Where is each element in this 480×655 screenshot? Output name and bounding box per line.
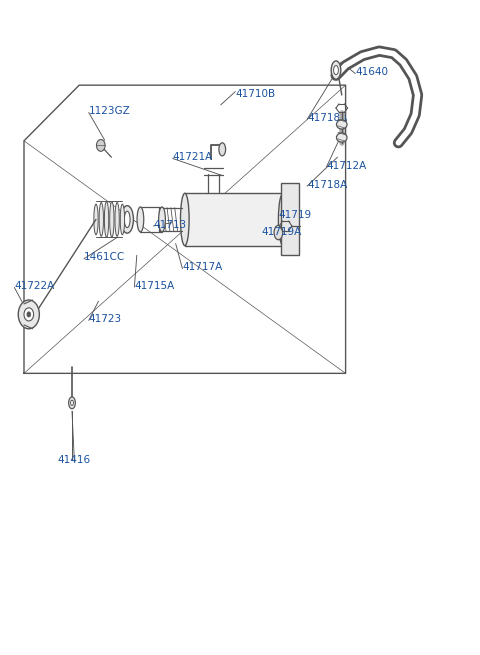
- Text: 41416: 41416: [58, 455, 91, 466]
- Circle shape: [27, 312, 31, 317]
- Text: 41710B: 41710B: [235, 88, 276, 99]
- Ellipse shape: [219, 143, 226, 156]
- Text: 41715A: 41715A: [134, 280, 175, 291]
- Text: 41723: 41723: [89, 314, 122, 324]
- Circle shape: [24, 308, 34, 321]
- Text: 41719: 41719: [278, 210, 312, 220]
- Ellipse shape: [124, 211, 130, 227]
- Ellipse shape: [121, 206, 133, 233]
- Ellipse shape: [336, 133, 347, 142]
- Ellipse shape: [69, 397, 75, 409]
- Ellipse shape: [278, 193, 288, 246]
- Ellipse shape: [109, 202, 114, 237]
- Text: 41640: 41640: [355, 67, 388, 77]
- Text: 1461CC: 1461CC: [84, 252, 125, 263]
- Ellipse shape: [331, 61, 341, 79]
- Circle shape: [96, 140, 105, 151]
- Ellipse shape: [180, 193, 189, 246]
- Text: 1123GZ: 1123GZ: [89, 106, 131, 117]
- Ellipse shape: [334, 66, 338, 75]
- Ellipse shape: [336, 120, 347, 129]
- Ellipse shape: [94, 204, 98, 234]
- Text: 41712A: 41712A: [326, 160, 367, 171]
- Text: 41713: 41713: [154, 219, 187, 230]
- Ellipse shape: [158, 207, 165, 232]
- Circle shape: [18, 300, 39, 329]
- Ellipse shape: [115, 202, 119, 236]
- Ellipse shape: [274, 225, 283, 240]
- Ellipse shape: [137, 207, 144, 232]
- Text: 41721A: 41721A: [173, 152, 213, 162]
- Ellipse shape: [71, 400, 73, 405]
- Text: 41722A: 41722A: [14, 281, 55, 291]
- Bar: [281, 183, 299, 255]
- Ellipse shape: [120, 204, 125, 234]
- Bar: [185, 193, 283, 246]
- Text: 41718A: 41718A: [307, 113, 348, 123]
- Ellipse shape: [99, 202, 104, 236]
- Ellipse shape: [105, 202, 109, 237]
- Text: 41719A: 41719A: [262, 227, 302, 237]
- Text: 41718A: 41718A: [307, 179, 348, 190]
- Text: 41717A: 41717A: [182, 262, 223, 272]
